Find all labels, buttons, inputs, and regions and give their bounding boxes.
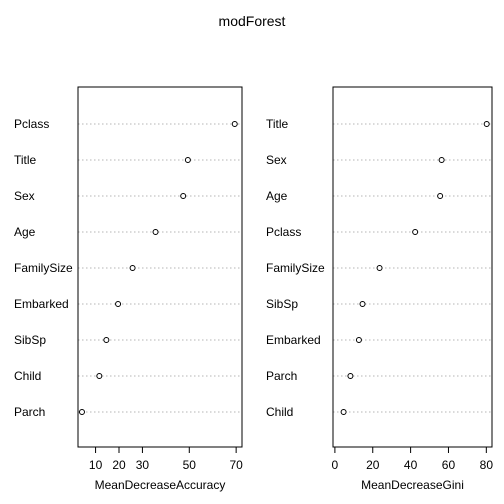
data-point — [359, 301, 366, 307]
category-label: Embarked — [14, 297, 69, 311]
x-tick-label: 20 — [112, 458, 126, 472]
chart-title: modForest — [219, 13, 286, 29]
data-point — [152, 229, 159, 235]
data-point — [412, 229, 419, 235]
x-tick-label: 70 — [229, 458, 243, 472]
category-label: Child — [14, 369, 41, 383]
x-tick-label: 10 — [89, 458, 103, 472]
x-axis-label: MeanDecreaseAccuracy — [95, 478, 226, 492]
x-tick-label: 20 — [366, 458, 380, 472]
category-label: Sex — [266, 153, 287, 167]
category-label: Sex — [14, 189, 35, 203]
x-axis-label: MeanDecreaseGini — [361, 478, 464, 492]
category-label: Parch — [266, 369, 297, 383]
data-point — [483, 121, 490, 127]
category-label: Child — [266, 405, 293, 419]
plot-frame — [77, 86, 243, 448]
data-point — [340, 409, 347, 415]
category-label: FamilySize — [266, 261, 325, 275]
plot-frame — [332, 86, 493, 448]
data-point — [231, 121, 238, 127]
panel-2: Title Sex Age Pclass FamilySize SibSp Embarked… — [266, 86, 494, 492]
x-tick-label: 80 — [480, 458, 494, 472]
data-point — [115, 301, 122, 307]
data-point — [347, 373, 354, 379]
data-point — [129, 265, 136, 271]
category-label: SibSp — [14, 333, 46, 347]
category-label: FamilySize — [14, 261, 73, 275]
data-point — [103, 337, 110, 343]
data-point — [180, 193, 187, 199]
data-point — [96, 373, 103, 379]
category-label: SibSp — [266, 297, 298, 311]
data-point — [438, 157, 445, 163]
x-tick-label: 0 — [332, 458, 339, 472]
category-label: Pclass — [14, 117, 49, 131]
data-point — [184, 157, 191, 163]
x-tick-label: 60 — [442, 458, 456, 472]
x-tick-label: 50 — [183, 458, 197, 472]
category-label: Age — [266, 189, 288, 203]
panel-1: Pclass Title Sex Age FamilySize Embarked SibSp… — [14, 86, 243, 492]
x-tick-label: 40 — [404, 458, 418, 472]
data-point — [78, 409, 85, 415]
data-point — [437, 193, 444, 199]
category-label: Age — [14, 225, 36, 239]
category-label: Title — [266, 117, 289, 131]
category-label: Pclass — [266, 225, 301, 239]
data-point — [376, 265, 383, 271]
data-point — [355, 337, 362, 343]
x-tick-label: 30 — [136, 458, 150, 472]
category-label: Title — [14, 153, 37, 167]
category-label: Parch — [14, 405, 45, 419]
category-label: Embarked — [266, 333, 321, 347]
